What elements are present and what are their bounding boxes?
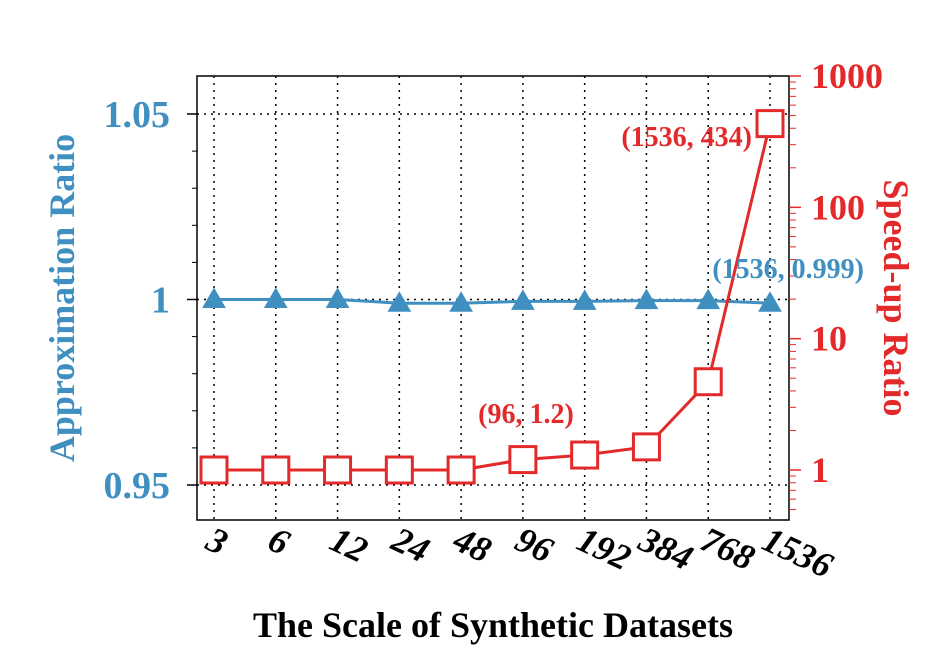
- x-tick-label-3: 3: [200, 519, 234, 563]
- y-axis-right-title: Speed-up Ratio: [876, 179, 916, 416]
- speedup-point-24: [384, 455, 414, 485]
- approx-point-6: [263, 287, 288, 308]
- approx-point-12: [325, 287, 350, 308]
- approx-point-24: [387, 291, 412, 312]
- speedup-point-12: [323, 455, 353, 485]
- x-tick-label-24: 24: [385, 519, 435, 571]
- speedup-point-192: [570, 440, 600, 470]
- left-tick-label-1.05: 1.05: [104, 94, 171, 136]
- approx-point-192: [572, 289, 597, 310]
- right-tick-label-100: 100: [811, 187, 865, 227]
- x-tick-label-384: 384: [632, 519, 699, 578]
- speedup-point-96: [508, 445, 538, 475]
- series-line-speed-up-ratio: [214, 123, 772, 472]
- x-tick-label-6: 6: [262, 519, 295, 563]
- approx-point-48: [449, 291, 473, 312]
- speedup-point-384: [631, 432, 661, 462]
- speedup-point-768: [693, 367, 723, 397]
- right-tick-label-1000: 1000: [811, 56, 883, 96]
- approx-point-96: [511, 289, 535, 310]
- approx-point-3: [202, 287, 226, 308]
- y-axis-left-title: Approximation Ratio: [42, 134, 82, 462]
- x-tick-label-768: 768: [695, 519, 761, 578]
- plot-frame: [196, 75, 790, 521]
- right-tick-label-1: 1: [811, 450, 829, 490]
- speedup-point-1536: [755, 109, 785, 139]
- x-axis-title: The Scale of Synthetic Datasets: [253, 605, 733, 645]
- approx-point-768: [696, 288, 721, 310]
- x-tick-label-96: 96: [510, 519, 560, 570]
- left-axis: 0.95 1 1.05: [104, 94, 197, 507]
- annotation-1536-0.999: (1536, 0.999): [712, 254, 864, 285]
- x-tick-label-48: 48: [447, 519, 497, 571]
- x-tick-label-1536: 1536: [757, 519, 839, 586]
- annotation-layer: (96, 1.2) (1536, 434) (1536, 0.999): [478, 122, 864, 430]
- annotation-96-1.2: (96, 1.2): [478, 399, 574, 430]
- right-axis: 1 10 100 1000: [789, 56, 883, 511]
- x-tick-label-12: 12: [324, 519, 374, 570]
- right-tick-label-10: 10: [811, 319, 847, 359]
- left-tick-label-0.95: 0.95: [104, 465, 171, 507]
- x-tick-label-192: 192: [571, 519, 637, 578]
- left-tick-label-1: 1: [151, 280, 170, 322]
- speedup-point-6: [261, 455, 291, 485]
- annotation-1536-434: (1536, 434): [621, 122, 752, 153]
- speedup-point-48: [446, 455, 476, 485]
- approx-point-1536: [758, 291, 782, 312]
- series-line-approximation-ratio: [214, 298, 771, 305]
- speedup-point-3: [199, 455, 229, 485]
- approx-point-384: [634, 288, 659, 310]
- series-layer: [199, 109, 785, 485]
